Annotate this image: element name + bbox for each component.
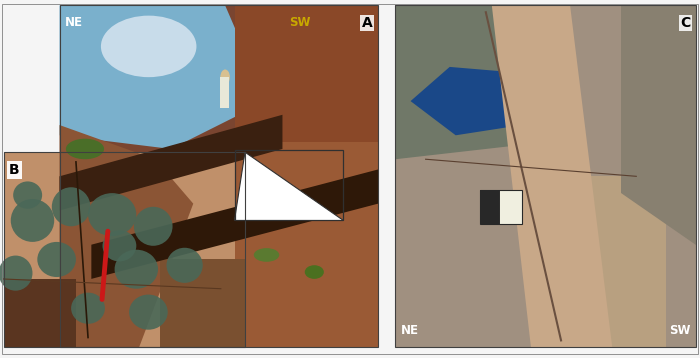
Text: SW: SW	[289, 16, 310, 29]
Text: SW: SW	[669, 324, 691, 337]
Bar	[60, 5, 378, 347]
Polygon shape	[60, 5, 267, 149]
Ellipse shape	[129, 295, 168, 330]
Bar	[4, 152, 245, 347]
Ellipse shape	[134, 207, 172, 246]
Ellipse shape	[101, 16, 197, 77]
Ellipse shape	[37, 242, 76, 277]
Ellipse shape	[220, 69, 230, 85]
Bar	[561, 176, 666, 347]
Bar	[4, 152, 245, 347]
Ellipse shape	[88, 193, 136, 236]
Ellipse shape	[0, 256, 32, 291]
Bar	[234, 125, 378, 347]
Ellipse shape	[52, 187, 90, 226]
Bar	[160, 260, 245, 347]
Text: NE: NE	[65, 16, 83, 29]
Text: NE: NE	[401, 324, 419, 337]
Ellipse shape	[167, 248, 203, 283]
Ellipse shape	[13, 182, 42, 209]
Polygon shape	[60, 115, 283, 211]
Ellipse shape	[71, 292, 105, 324]
Bar	[480, 190, 522, 224]
Ellipse shape	[115, 250, 158, 289]
Ellipse shape	[304, 265, 324, 279]
Bar	[60, 5, 378, 347]
Polygon shape	[410, 67, 531, 135]
Bar	[395, 5, 696, 347]
Ellipse shape	[254, 248, 279, 262]
Text: C: C	[680, 16, 691, 30]
Ellipse shape	[102, 230, 136, 261]
Ellipse shape	[66, 139, 104, 159]
Text: A: A	[362, 16, 372, 30]
Polygon shape	[492, 5, 612, 347]
Bar	[234, 150, 343, 220]
Bar	[234, 5, 378, 142]
Ellipse shape	[10, 199, 54, 242]
Polygon shape	[395, 5, 561, 159]
Bar	[395, 5, 696, 347]
Bar	[4, 279, 76, 347]
Polygon shape	[60, 125, 193, 347]
Polygon shape	[622, 5, 696, 245]
Bar	[220, 77, 230, 108]
Polygon shape	[234, 152, 343, 220]
Polygon shape	[91, 169, 378, 279]
Bar	[480, 190, 498, 224]
Text: B: B	[9, 163, 20, 177]
